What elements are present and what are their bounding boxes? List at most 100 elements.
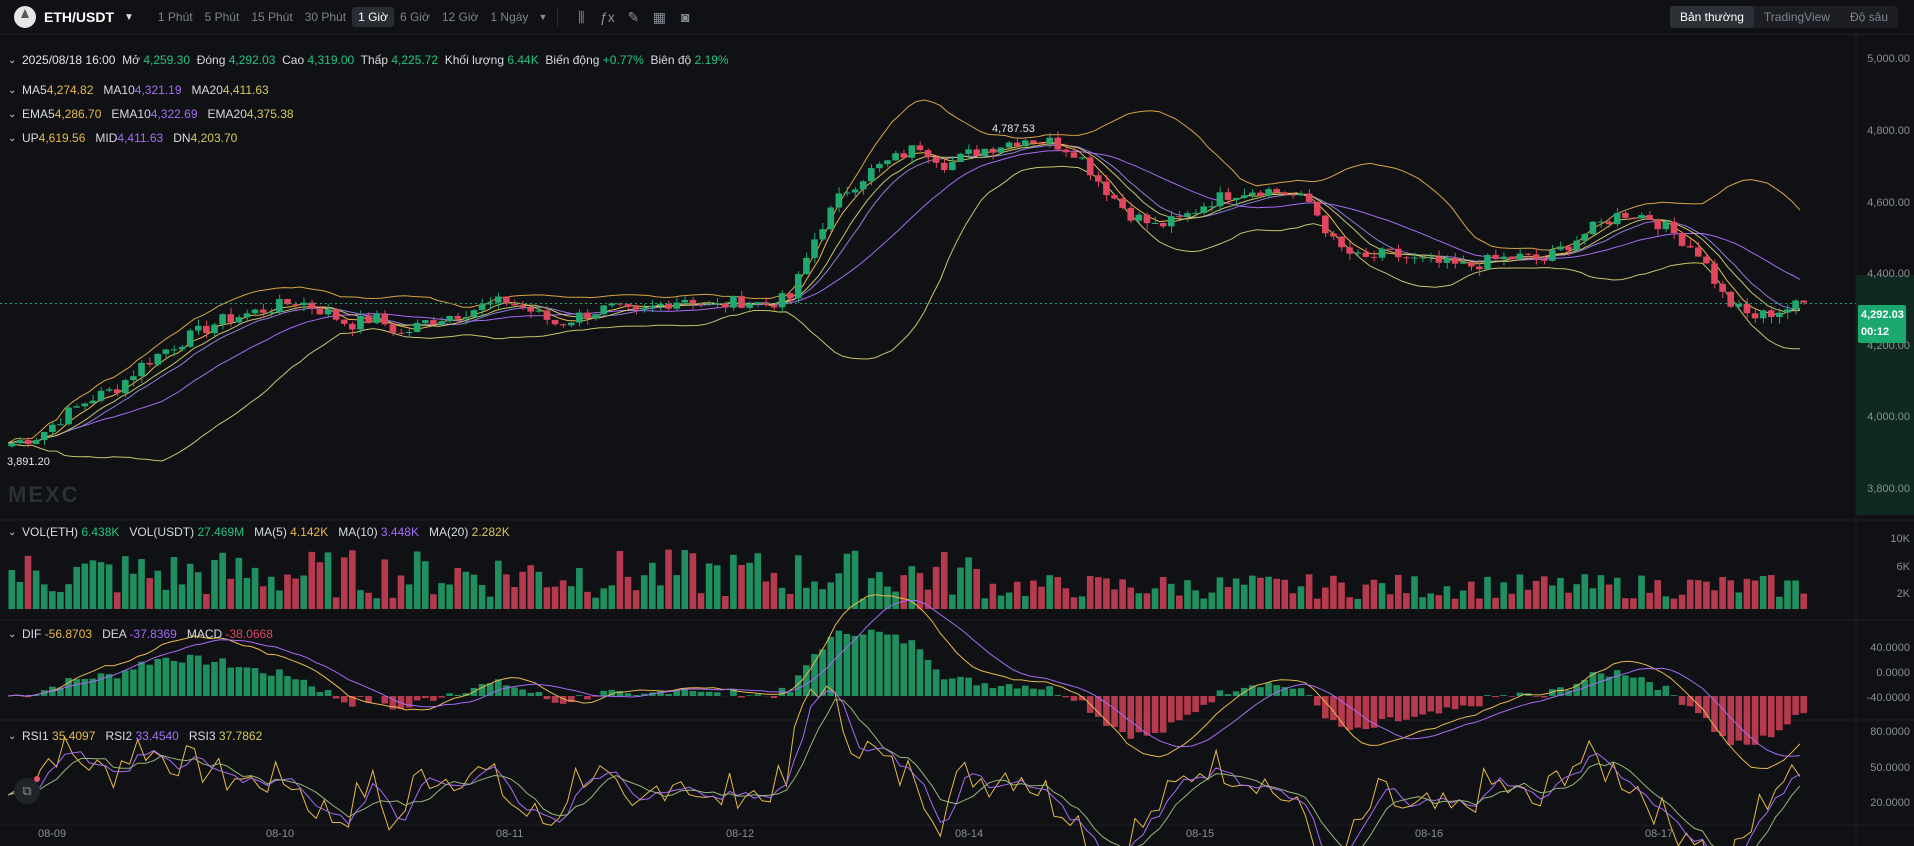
close-label: Đóng [196,53,226,67]
candle [1476,266,1483,270]
last-price-tag: 4,292.03 00:12 [1858,305,1906,343]
chevron-icon[interactable]: ⌄ [8,731,17,742]
macd-bar [1346,696,1353,731]
candle [1127,207,1135,221]
chevron-icon[interactable]: ⌄ [8,527,17,538]
candle [178,346,186,350]
macd-bar [1678,696,1686,705]
volume-bar [576,568,583,609]
candle [1273,189,1280,193]
volume-bar [1516,574,1524,609]
macd-bar [1030,688,1037,696]
macd-bar [1370,696,1378,728]
macd-bar [57,687,64,696]
macd-bar [1403,696,1410,720]
volume-bar [892,591,899,609]
chevron-icon[interactable]: ⌄ [8,133,17,144]
macd-bar [340,696,348,703]
volume-bar [989,583,997,609]
macd-bar [365,696,372,703]
timeframe-7[interactable]: 1 Ngày [490,10,529,24]
chevron-icon[interactable]: ⌄ [8,109,17,120]
chevron-down-icon[interactable]: ▼ [124,11,134,23]
macd-bar [1200,696,1207,705]
candle [1086,157,1094,176]
view-tab-1[interactable]: TradingView [1763,10,1830,24]
timeframe-5[interactable]: 6 Giờ [399,10,430,24]
ma20-line [7,149,1801,444]
candle [713,303,721,305]
macd-bar [851,635,859,696]
candle [267,312,275,314]
volume-bar [211,560,218,609]
macd-bar [1046,686,1053,696]
candle [324,309,332,315]
volume-bar [535,571,543,609]
view-tab-0[interactable]: Bản thường [1669,6,1754,28]
volume-bar [665,549,672,609]
axis-label: 4,600.00 [1867,197,1910,209]
volume-bar [592,597,599,609]
volume-bar [1184,580,1191,609]
macd-bar [292,679,299,696]
candle [1289,194,1297,196]
axis-label: 4,200.00 [1867,340,1910,352]
pair-selector[interactable]: ETH/USDT [44,9,114,25]
macd-bar [1792,696,1799,715]
volume-bar [1711,590,1718,609]
macd-bar [227,667,235,696]
candle [170,349,178,351]
macd-bar [1711,696,1718,732]
chevron-icon[interactable]: ⌄ [8,629,17,640]
candle [365,315,372,324]
volume-bar [1338,582,1345,609]
macd-bar [259,673,267,696]
timeframe-4[interactable]: 1 Giờ [352,7,394,27]
axis-label: 20.0000 [1870,797,1910,809]
volume-bar [1784,580,1791,609]
volume-bar [178,584,186,609]
macd-bar [1249,685,1256,696]
volume-bar [876,571,883,609]
timeframe-1[interactable]: 5 Phút [204,10,240,24]
candle [1103,181,1110,196]
timeframe-6[interactable]: 12 Giờ [441,10,479,24]
candle [89,400,97,404]
indicator-icon[interactable]: ƒx [599,9,615,25]
macd-bar [738,696,745,698]
chevron-icon[interactable]: ⌄ [8,55,17,66]
view-tab-2[interactable]: Độ sâu [1849,10,1888,24]
close-value: 4,292.03 [228,53,276,67]
draw-icon[interactable]: ✎ [627,8,640,25]
macd-bar [689,690,697,696]
macd-bar [316,691,324,696]
timeframe-0[interactable]: 1 Phút [157,10,193,24]
axis-label: 80.0000 [1870,726,1910,738]
volume-bar [1759,576,1767,609]
volume-bar [1200,598,1207,609]
screenshot-button[interactable]: ⧉ [14,778,40,804]
volume-bar [794,555,802,609]
macd-bar [1597,673,1605,696]
volume-bar [146,578,153,609]
candle-type-icon[interactable]: ⫼ [578,8,585,25]
timeframe-2[interactable]: 15 Phút [251,10,293,24]
volume-bar [908,566,916,609]
timeframe-dropdown-icon[interactable]: ▼ [538,12,548,22]
candle [1038,143,1045,145]
camera-icon[interactable]: ◙ [681,9,690,25]
volume-bar [16,581,24,609]
macd-bar [494,679,502,696]
volume-bar [138,559,145,609]
axis-label: 0.0000 [1876,667,1910,679]
time-axis-label: 08-17 [1645,828,1674,840]
macd-bar [1451,696,1459,710]
macd-bar [892,634,899,696]
candlestick-chart[interactable] [0,35,1914,846]
macd-bar [527,692,535,696]
timeframe-3[interactable]: 30 Phút [304,10,347,24]
layout-icon[interactable]: ▦ [652,8,666,25]
chevron-icon[interactable]: ⌄ [8,85,17,96]
candle [1622,212,1629,218]
macd-bar [665,694,672,696]
